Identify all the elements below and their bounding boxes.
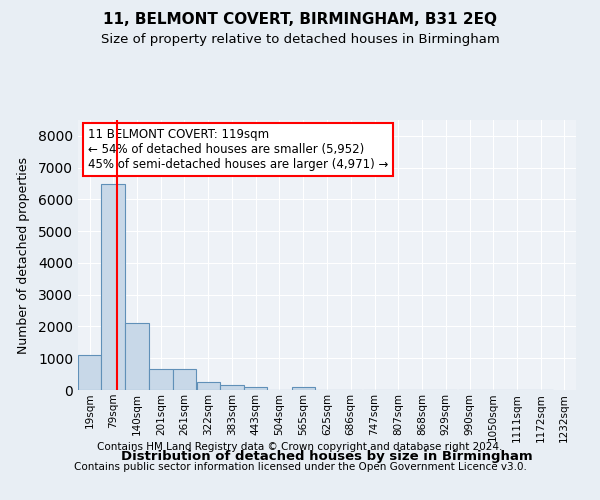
Text: 11, BELMONT COVERT, BIRMINGHAM, B31 2EQ: 11, BELMONT COVERT, BIRMINGHAM, B31 2EQ xyxy=(103,12,497,28)
Text: 11 BELMONT COVERT: 119sqm
← 54% of detached houses are smaller (5,952)
45% of se: 11 BELMONT COVERT: 119sqm ← 54% of detac… xyxy=(88,128,388,171)
Y-axis label: Number of detached properties: Number of detached properties xyxy=(17,156,29,354)
Bar xyxy=(173,370,196,390)
Bar xyxy=(78,355,101,390)
Text: Size of property relative to detached houses in Birmingham: Size of property relative to detached ho… xyxy=(101,32,499,46)
Text: Contains public sector information licensed under the Open Government Licence v3: Contains public sector information licen… xyxy=(74,462,526,472)
X-axis label: Distribution of detached houses by size in Birmingham: Distribution of detached houses by size … xyxy=(121,450,533,463)
Bar xyxy=(101,184,125,390)
Bar xyxy=(149,370,173,390)
Bar xyxy=(244,387,268,390)
Text: Contains HM Land Registry data © Crown copyright and database right 2024.: Contains HM Land Registry data © Crown c… xyxy=(97,442,503,452)
Bar xyxy=(197,382,220,390)
Bar xyxy=(292,387,315,390)
Bar xyxy=(220,385,244,390)
Bar xyxy=(125,324,149,390)
